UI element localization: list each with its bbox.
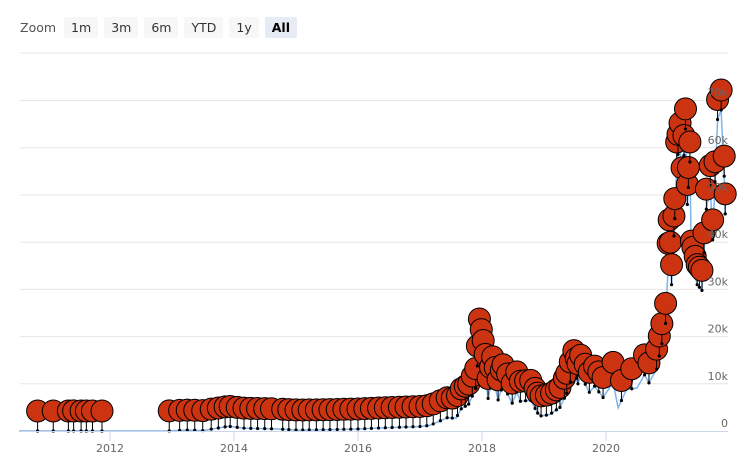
zoom-label: Zoom [20,20,57,35]
y-tick-label: 30k [708,275,729,288]
zoom-1y-button[interactable]: 1y [229,17,259,38]
flag-marker[interactable] [654,291,678,325]
y-tick-label: 60k [708,134,729,147]
flag-marker[interactable] [694,177,718,211]
x-tick-label: 2014 [220,442,248,455]
y-tick-label: 70k [708,87,729,100]
range-selector: Zoom 1m 3m 6m YTD 1y All [20,17,297,38]
y-tick-label: 40k [708,228,729,241]
flag-marker[interactable] [701,208,725,242]
flag-marker[interactable] [660,253,684,287]
x-tick-label: 2012 [96,442,124,455]
flag-marker[interactable] [662,204,686,238]
y-tick-label: 50k [708,181,729,194]
zoom-1m-button[interactable]: 1m [64,17,99,38]
zoom-6m-button[interactable]: 6m [144,17,179,38]
flag-marker[interactable] [90,399,114,433]
flag-marker[interactable] [650,312,674,346]
x-tick-label: 2016 [344,442,372,455]
flag-marker[interactable] [709,78,733,112]
flag-marker[interactable] [713,182,737,216]
x-tick-label: 2018 [468,442,496,455]
zoom-all-button[interactable]: All [264,17,297,38]
flag-marker[interactable] [678,130,702,164]
y-tick-label: 10k [708,370,729,383]
y-tick-label: 20k [708,323,729,336]
flag-marker[interactable] [712,144,736,178]
x-tick-label: 2020 [592,442,620,455]
y-tick-label: 0 [721,417,728,430]
zoom-3m-button[interactable]: 3m [104,17,139,38]
flag-marker[interactable] [673,97,697,131]
zoom-ytd-button[interactable]: YTD [184,17,224,38]
flag-marker[interactable] [690,258,714,292]
